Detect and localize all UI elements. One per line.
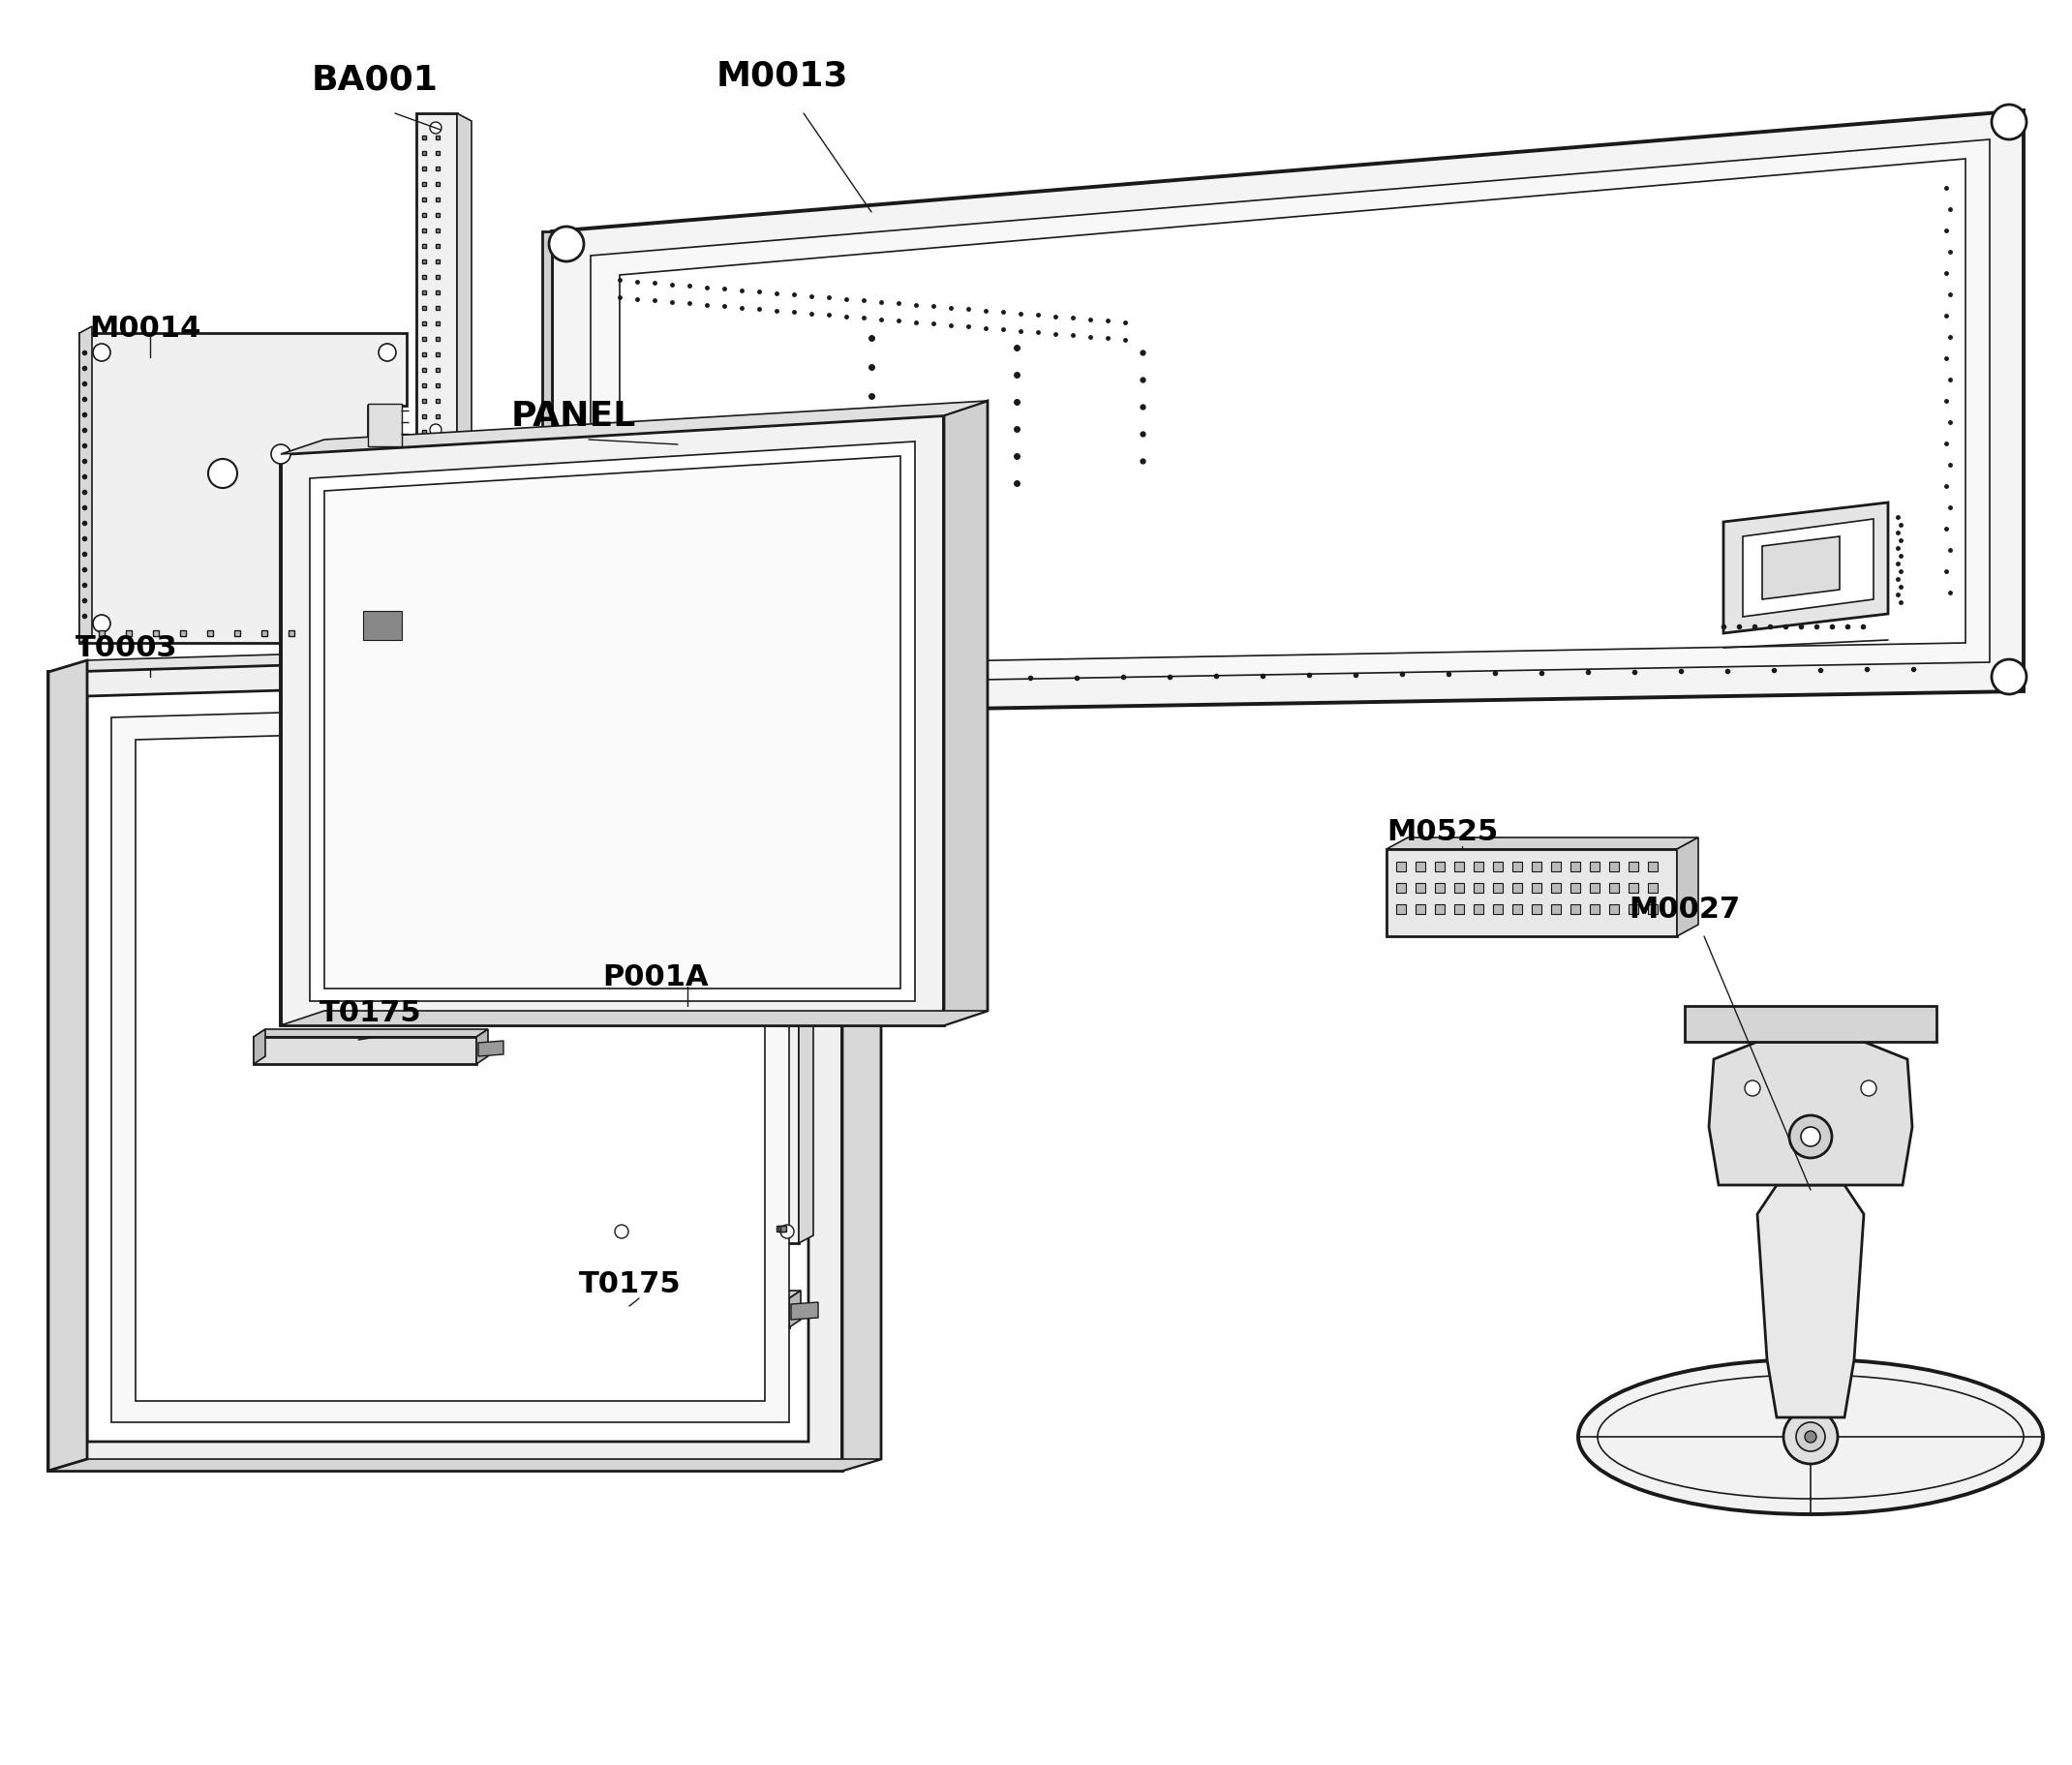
Polygon shape xyxy=(48,1460,881,1470)
Polygon shape xyxy=(79,334,406,644)
Circle shape xyxy=(765,475,823,533)
Polygon shape xyxy=(311,443,916,1001)
Circle shape xyxy=(615,987,628,1001)
Polygon shape xyxy=(87,676,808,1442)
Polygon shape xyxy=(253,1038,477,1064)
Polygon shape xyxy=(135,724,765,1401)
Polygon shape xyxy=(282,417,945,1025)
Polygon shape xyxy=(789,1290,800,1327)
Polygon shape xyxy=(1386,838,1699,849)
Polygon shape xyxy=(557,1290,800,1299)
Polygon shape xyxy=(843,637,881,1470)
Ellipse shape xyxy=(1579,1359,2043,1514)
Polygon shape xyxy=(562,540,717,582)
Polygon shape xyxy=(1685,1006,1937,1041)
Polygon shape xyxy=(253,1029,265,1064)
Polygon shape xyxy=(945,402,988,1025)
Circle shape xyxy=(1801,1128,1821,1147)
Polygon shape xyxy=(477,1029,489,1064)
Polygon shape xyxy=(416,115,458,445)
Text: PANEL: PANEL xyxy=(512,399,636,432)
Circle shape xyxy=(429,124,441,134)
Polygon shape xyxy=(79,327,91,644)
Polygon shape xyxy=(48,648,843,1470)
Circle shape xyxy=(1745,1080,1761,1096)
Circle shape xyxy=(599,665,622,688)
Polygon shape xyxy=(562,436,930,514)
Polygon shape xyxy=(369,404,402,447)
Polygon shape xyxy=(1743,519,1873,618)
Polygon shape xyxy=(543,233,551,717)
Polygon shape xyxy=(551,111,2024,717)
Polygon shape xyxy=(609,981,800,1243)
Circle shape xyxy=(93,344,110,362)
Polygon shape xyxy=(1757,1186,1865,1417)
Polygon shape xyxy=(112,699,789,1423)
Text: M0525: M0525 xyxy=(1386,817,1498,845)
Text: T0175: T0175 xyxy=(578,1269,682,1297)
Circle shape xyxy=(379,616,396,634)
Circle shape xyxy=(549,228,584,263)
Polygon shape xyxy=(800,974,814,1243)
Polygon shape xyxy=(458,115,472,454)
Polygon shape xyxy=(620,159,1966,667)
Polygon shape xyxy=(1386,849,1676,937)
Circle shape xyxy=(93,616,110,634)
Text: BA001: BA001 xyxy=(311,64,439,95)
Circle shape xyxy=(615,1225,628,1239)
Polygon shape xyxy=(48,660,87,1470)
Circle shape xyxy=(1991,106,2026,139)
Circle shape xyxy=(271,445,290,464)
Polygon shape xyxy=(282,1011,988,1025)
Polygon shape xyxy=(416,438,746,445)
Text: M0027: M0027 xyxy=(1629,895,1740,923)
Polygon shape xyxy=(731,447,769,480)
Circle shape xyxy=(1790,1115,1832,1158)
Polygon shape xyxy=(363,611,402,641)
Polygon shape xyxy=(282,402,988,455)
Polygon shape xyxy=(1761,537,1840,600)
Text: T0003: T0003 xyxy=(75,634,178,662)
Polygon shape xyxy=(1676,838,1699,937)
Polygon shape xyxy=(557,1290,568,1327)
Text: M0014: M0014 xyxy=(89,314,201,342)
Polygon shape xyxy=(416,445,731,485)
Circle shape xyxy=(1805,1431,1817,1442)
Text: M0013: M0013 xyxy=(717,58,850,92)
Circle shape xyxy=(379,344,396,362)
Text: P001A: P001A xyxy=(603,964,709,990)
Polygon shape xyxy=(1709,1041,1912,1186)
Circle shape xyxy=(881,475,939,533)
Polygon shape xyxy=(325,457,901,988)
Circle shape xyxy=(781,1225,794,1239)
Polygon shape xyxy=(1724,503,1888,634)
Polygon shape xyxy=(48,637,881,672)
Circle shape xyxy=(1991,660,2026,695)
Circle shape xyxy=(781,987,794,1001)
Circle shape xyxy=(1861,1080,1877,1096)
Polygon shape xyxy=(557,1299,789,1327)
Circle shape xyxy=(1784,1410,1838,1463)
Polygon shape xyxy=(253,1029,489,1038)
Circle shape xyxy=(207,459,236,489)
Circle shape xyxy=(1796,1423,1825,1451)
Polygon shape xyxy=(792,1303,818,1320)
Polygon shape xyxy=(479,1041,503,1057)
Circle shape xyxy=(429,425,441,436)
Polygon shape xyxy=(591,139,1989,687)
Circle shape xyxy=(649,475,707,533)
Text: T0175: T0175 xyxy=(319,999,423,1027)
